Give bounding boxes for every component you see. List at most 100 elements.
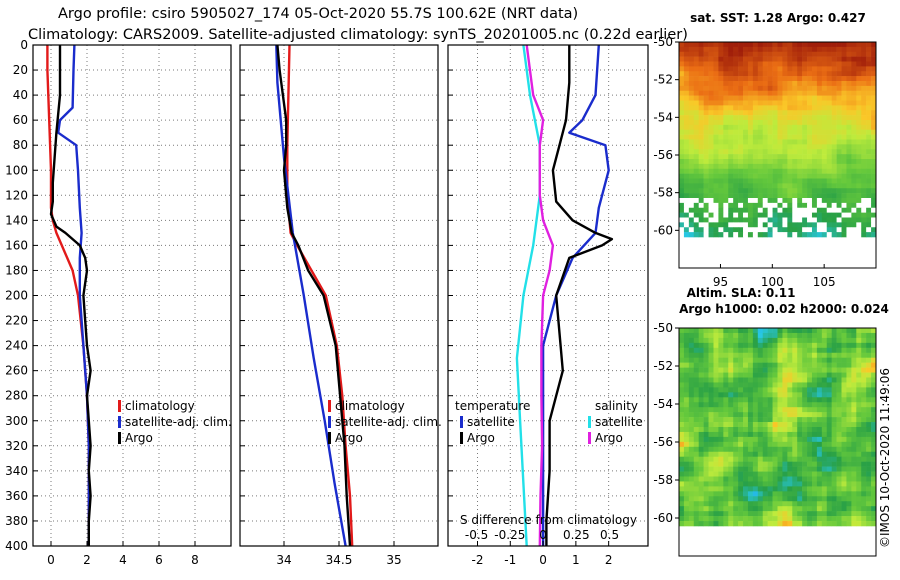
map-cell <box>728 124 734 131</box>
map-cell <box>861 461 867 467</box>
map-cell <box>679 134 685 140</box>
map-cell <box>856 144 862 150</box>
map-cell <box>856 337 862 344</box>
map-cell <box>683 173 690 179</box>
map-cell <box>851 81 857 87</box>
map-cell <box>772 207 778 213</box>
map-cell <box>693 178 699 184</box>
map-cell <box>723 51 729 57</box>
map-cell <box>688 441 695 448</box>
map-cell <box>693 352 699 358</box>
map-cell <box>688 46 695 53</box>
map-cell <box>683 81 690 87</box>
map-cell <box>767 422 773 428</box>
map-cell <box>703 362 709 368</box>
map-cell <box>871 328 877 334</box>
map-cell <box>807 412 813 418</box>
map-cell <box>733 476 739 482</box>
x-tick-label: 2 <box>605 553 613 567</box>
map-cell <box>688 159 695 165</box>
map-cell <box>688 76 695 82</box>
map-cell <box>856 61 862 67</box>
map-cell <box>713 521 719 527</box>
map-cell <box>733 431 739 438</box>
map-cell <box>752 431 759 438</box>
map-cell <box>861 139 867 145</box>
map-cell <box>752 392 759 398</box>
map-cell <box>762 402 768 408</box>
map-cell <box>713 81 719 87</box>
map-cell <box>871 427 877 433</box>
map-cell <box>728 202 734 209</box>
map-cell <box>688 382 695 388</box>
map-cell <box>703 154 709 160</box>
map-cell <box>866 100 872 106</box>
map-cell <box>792 342 798 349</box>
x-tick-label: 6 <box>155 553 163 567</box>
map-cell <box>679 71 685 77</box>
map-cell <box>807 422 813 428</box>
map-cell <box>683 178 690 184</box>
map-cell <box>836 328 842 334</box>
map-cell <box>826 441 832 448</box>
map-cell <box>747 436 754 443</box>
map-cell <box>811 496 818 502</box>
map-cell <box>767 431 773 438</box>
map-cell <box>723 501 729 507</box>
map-cell <box>703 105 709 111</box>
map-cell <box>738 387 744 393</box>
map-cell <box>757 202 764 209</box>
map-cell <box>851 159 857 165</box>
map-cell <box>797 159 803 165</box>
map-cell <box>871 407 877 413</box>
map-cell <box>679 357 685 363</box>
diff-sal-legend-1-label: Argo <box>595 431 623 445</box>
map-cell <box>688 387 695 393</box>
map-cell <box>782 149 788 155</box>
map-cell <box>777 227 783 233</box>
map-cell <box>772 516 778 522</box>
map-cell <box>861 120 867 126</box>
map-cell <box>747 168 754 174</box>
map-cell <box>762 76 768 82</box>
map-cell <box>871 212 877 218</box>
map-cell <box>861 377 867 383</box>
map-cell <box>733 451 739 457</box>
map-cell <box>787 207 793 213</box>
map-cell <box>811 357 818 363</box>
map-cell <box>871 110 877 116</box>
map-cell <box>767 183 773 189</box>
map-cell <box>851 461 857 467</box>
map-cell <box>861 516 867 522</box>
map-cell <box>816 422 823 428</box>
map-cell <box>802 516 808 522</box>
map-cell <box>762 372 768 378</box>
map-cell <box>787 178 793 184</box>
map-cell <box>767 511 773 517</box>
map-cell <box>777 163 783 170</box>
map-cell <box>841 521 847 527</box>
map-cell <box>733 61 739 67</box>
map-cell <box>757 342 764 349</box>
map-cell <box>821 427 828 433</box>
map-cell <box>747 382 754 388</box>
map-cell <box>792 134 798 140</box>
map-cell <box>738 134 744 140</box>
map-cell <box>836 436 842 443</box>
map-cell <box>703 76 709 82</box>
map-cell <box>856 446 862 453</box>
map-cell <box>816 159 823 165</box>
map-cell <box>743 227 749 233</box>
map-cell <box>821 217 828 223</box>
map-cell <box>831 66 837 72</box>
map-cell <box>767 481 773 487</box>
map-cell <box>683 407 690 413</box>
map-cell <box>762 42 768 48</box>
map-cell <box>807 90 813 96</box>
map-cell <box>762 357 768 363</box>
map-cell <box>738 402 744 408</box>
map-cell <box>762 46 768 53</box>
map-cell <box>728 347 734 354</box>
map-cell <box>772 105 778 111</box>
map-cell <box>728 382 734 388</box>
